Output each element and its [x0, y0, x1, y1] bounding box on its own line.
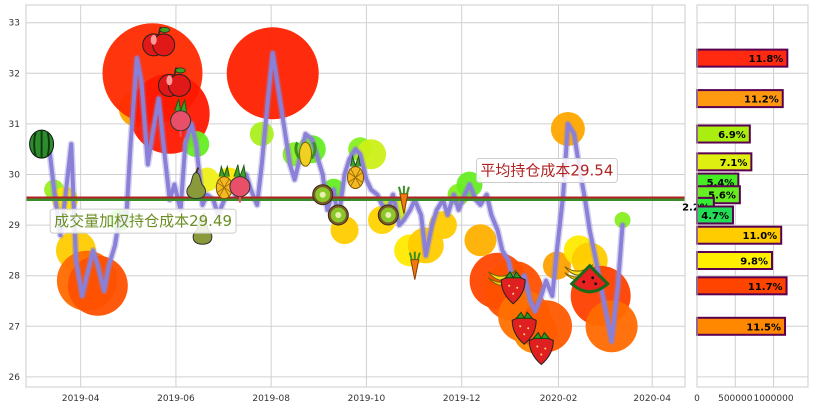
carrot-icon	[408, 251, 421, 280]
reference-lines	[26, 196, 685, 202]
x-tick-label: 2019-10	[348, 394, 386, 404]
x-tick-label: 2019-12	[443, 394, 481, 404]
pineapple-icon	[215, 164, 233, 200]
y-tick-label: 28	[9, 272, 21, 282]
annotation-label: 成交量加权持仓成本29.49	[54, 212, 232, 230]
volume-bar-label: 11.5%	[746, 322, 781, 333]
price-line	[39, 51, 625, 344]
y-tick-label: 32	[9, 69, 20, 79]
x-tick-label: 2019-04	[62, 394, 100, 404]
volume-bar-label: 6.9%	[718, 130, 746, 141]
main-plot-frame	[25, 4, 686, 388]
strawberry-icon	[500, 270, 526, 305]
y-tick-label: 33	[9, 19, 20, 29]
volume-bar-label: 11.0%	[743, 231, 778, 242]
volume-bar-label: 5.4%	[707, 178, 735, 189]
reference-line-labels: 平均持仓成本29.54 成交量加权持仓成本29.49	[49, 157, 618, 234]
side-x-tick-label: 500000	[718, 394, 753, 404]
watermelon-icon	[29, 129, 55, 159]
apple-icon	[157, 67, 191, 97]
y-tick-label: 27	[9, 322, 20, 332]
fruit-markers	[29, 26, 610, 366]
pineapple-icon	[347, 154, 364, 189]
strawberry-icon	[528, 331, 554, 366]
kiwi-icon	[327, 204, 349, 226]
volume-bubble	[226, 27, 319, 120]
side-x-tick-label: 0	[694, 394, 700, 404]
apple-icon	[142, 26, 176, 57]
volume-bar-label: 4.7%	[701, 211, 729, 222]
volume-bar-label: 9.8%	[740, 257, 768, 268]
kiwi-icon	[312, 184, 334, 206]
x-tick-label: 2019-08	[252, 394, 290, 404]
volume-bar-label: 11.7%	[748, 282, 783, 293]
watermelon-slice-icon	[569, 263, 610, 294]
y-tick-label: 29	[9, 221, 21, 231]
volume-bar-label: 5.6%	[708, 191, 736, 202]
strawberry-icon	[511, 311, 537, 345]
x-tick-label: 2020-04	[633, 394, 671, 404]
main-y-axis: 26 27 28 29 30 31 32 33	[9, 19, 21, 383]
carrot-icon	[397, 185, 410, 214]
main-plot	[26, 23, 685, 366]
side-x-tick-label: 1000000	[754, 394, 794, 404]
volume-profile-bars: 11.8% 11.2% 6.9% 7.1% 5.4% 5.6%2.2%4.7% 11.0% 9…	[682, 48, 789, 336]
average-cost-annotation: 平均持仓成本29.54	[475, 157, 618, 183]
corn-icon	[294, 141, 317, 167]
volume-bar-label: 7.1%	[720, 158, 748, 169]
kiwi-icon	[377, 204, 399, 226]
y-tick-label: 31	[9, 120, 20, 130]
x-tick-label: 2019-06	[157, 394, 195, 404]
radish-icon	[229, 163, 251, 203]
annotation-box	[49, 208, 237, 234]
y-tick-label: 26	[9, 373, 21, 383]
volume-bar-label: 11.2%	[744, 95, 779, 106]
volume-bar-label: 2.2%	[682, 202, 710, 213]
annotation-box	[475, 157, 618, 183]
x-tick-label: 2020-02	[540, 394, 578, 404]
volume-bubble	[614, 212, 631, 229]
volume-bar-label: 11.8%	[749, 54, 784, 65]
weighted-cost-annotation: 成交量加权持仓成本29.49	[49, 208, 237, 234]
side-x-axis: 0 500000 1000000	[694, 394, 794, 404]
side-plot-frame	[696, 4, 809, 388]
main-x-axis: 2019-04 2019-06 2019-08 2019-10 2019-12 2020-…	[62, 394, 671, 404]
volume-bubble	[464, 224, 497, 257]
radish-icon	[170, 97, 192, 137]
volume-bubble	[67, 255, 128, 316]
annotation-label: 平均持仓成本29.54	[480, 161, 613, 179]
pear-icon	[186, 167, 207, 200]
volume-bubble	[249, 122, 274, 147]
y-tick-label: 30	[9, 170, 21, 180]
